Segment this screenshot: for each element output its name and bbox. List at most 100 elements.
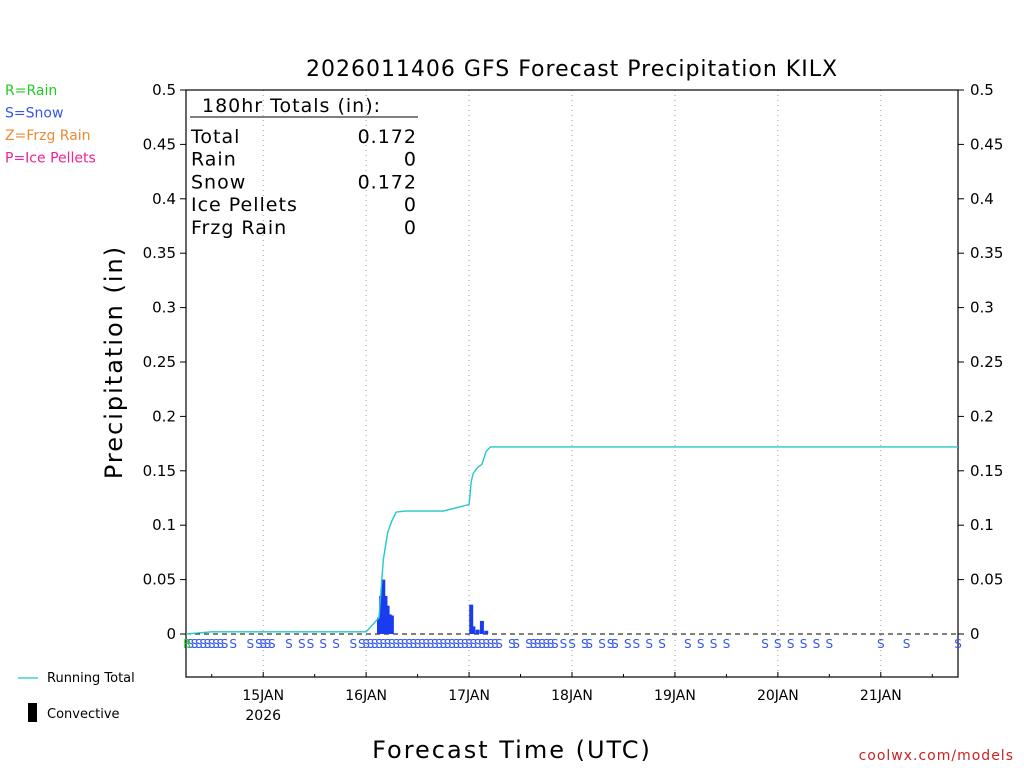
snow-marker: S	[508, 637, 516, 651]
snow-marker: S	[216, 637, 224, 651]
x-tick-label: 21JAN	[860, 688, 902, 704]
totals-row-label: Ice Pellets	[191, 194, 298, 216]
snow-marker: S	[371, 637, 379, 651]
y-tick-label: 0.4	[152, 190, 176, 208]
snow-marker: S	[568, 637, 576, 651]
y-tick-label: 0.5	[152, 81, 176, 99]
convective-bar	[379, 595, 384, 634]
snow-marker: S	[598, 637, 606, 651]
snow-marker: S	[247, 637, 255, 651]
snow-marker: S	[482, 637, 490, 651]
snow-marker: S	[384, 637, 392, 651]
y-tick-label-right: 0.2	[970, 407, 994, 425]
y-tick-label: 0.15	[143, 462, 176, 480]
snow-marker: S	[204, 637, 212, 651]
snow-marker: S	[495, 637, 503, 651]
totals-row-label: Rain	[191, 149, 237, 171]
snow-marker: S	[431, 637, 439, 651]
y-tick-label: 0.2	[152, 407, 176, 425]
snow-marker: S	[474, 637, 482, 651]
y-tick-label: 0	[166, 625, 176, 643]
snow-marker: S	[542, 637, 550, 651]
snow-marker: S	[285, 637, 293, 651]
convective-bar	[387, 614, 392, 634]
y-tick-label: 0.05	[143, 571, 176, 589]
legend-entry: R=Rain	[5, 83, 57, 99]
snow-marker: S	[538, 637, 546, 651]
x-tick-label: 18JAN	[551, 688, 593, 704]
y-tick-label: 0.45	[143, 135, 176, 153]
snow-marker: S	[422, 637, 430, 651]
snow-marker: S	[530, 637, 538, 651]
x-tick-label: 20JAN	[757, 688, 799, 704]
snow-marker: S	[457, 637, 465, 651]
snow-marker: S	[414, 637, 422, 651]
plot-frame	[185, 89, 959, 678]
x-tick-label: 17JAN	[448, 688, 490, 704]
y-tick-label-right: 0.5	[970, 81, 994, 99]
snow-marker: S	[307, 637, 315, 651]
snow-marker: S	[435, 637, 443, 651]
snow-marker: S	[199, 637, 207, 651]
legend-entry: Z=Frzg Rain	[5, 128, 91, 144]
snow-marker: S	[903, 637, 911, 651]
snow-marker: S	[186, 637, 194, 651]
snow-marker: S	[418, 637, 426, 651]
snow-marker: S	[826, 637, 834, 651]
snow-marker: S	[723, 637, 731, 651]
y-tick-label-right: 0.15	[970, 462, 1003, 480]
snow-marker: S	[440, 637, 448, 651]
snow-marker: S	[465, 637, 473, 651]
snow-marker: S	[375, 637, 383, 651]
totals-row-label: Total	[190, 126, 240, 148]
snow-marker: S	[362, 637, 370, 651]
snow-marker: S	[259, 637, 267, 651]
credit-text: coolwx.com/models	[859, 748, 1014, 764]
y-tick-label-right: 0.3	[970, 299, 994, 317]
y-tick-label: 0.25	[143, 353, 176, 371]
snow-marker: S	[585, 637, 593, 651]
snow-marker: S	[547, 637, 555, 651]
snow-marker: S	[813, 637, 821, 651]
snow-marker: S	[212, 637, 220, 651]
snow-marker: S	[697, 637, 705, 651]
snow-marker: S	[534, 637, 542, 651]
snow-marker: S	[452, 637, 460, 651]
y-tick-label: 0.1	[152, 516, 176, 534]
snow-marker: S	[208, 637, 216, 651]
snow-marker: S	[388, 637, 396, 651]
snow-marker: S	[645, 637, 653, 651]
snow-marker: S	[633, 637, 641, 651]
snow-marker: S	[710, 637, 718, 651]
convective-bar	[484, 630, 489, 634]
rain-marker: R	[183, 637, 191, 651]
snow-marker: S	[512, 637, 520, 651]
x-axis: 15JAN 2026 16JAN 17JAN 18JAN 19JAN 20JAN 21JAN	[211, 672, 933, 724]
snow-marker: S	[268, 637, 276, 651]
snow-marker: S	[525, 637, 533, 651]
convective-bar	[469, 604, 474, 634]
running-total-series	[185, 446, 958, 635]
y-tick-label-right: 0.25	[970, 353, 1003, 371]
totals-row-label: Snow	[191, 171, 246, 193]
chart-title: 2026011406 GFS Forecast Precipitation KI…	[306, 57, 838, 82]
snow-marker: S	[298, 637, 306, 651]
snow-marker: S	[195, 637, 203, 651]
totals-row-value: 0	[404, 217, 417, 239]
y-tick-label: 0.3	[152, 299, 176, 317]
y-tick-label-right: 0.4	[970, 190, 994, 208]
running-total-label: Running Total	[47, 671, 135, 686]
snow-marker: S	[379, 637, 387, 651]
totals-row-value: 0	[404, 149, 417, 171]
y-tick-label-right: 0.1	[970, 516, 994, 534]
x-tick-label: 15JAN	[242, 688, 284, 704]
snow-marker: S	[607, 637, 615, 651]
snow-marker: S	[229, 637, 237, 651]
convective-bar	[389, 615, 394, 634]
convective-bar	[385, 605, 390, 634]
snow-marker: S	[332, 637, 340, 651]
y-tick-label-right: 0.05	[970, 571, 1003, 589]
snow-marker: S	[349, 637, 357, 651]
